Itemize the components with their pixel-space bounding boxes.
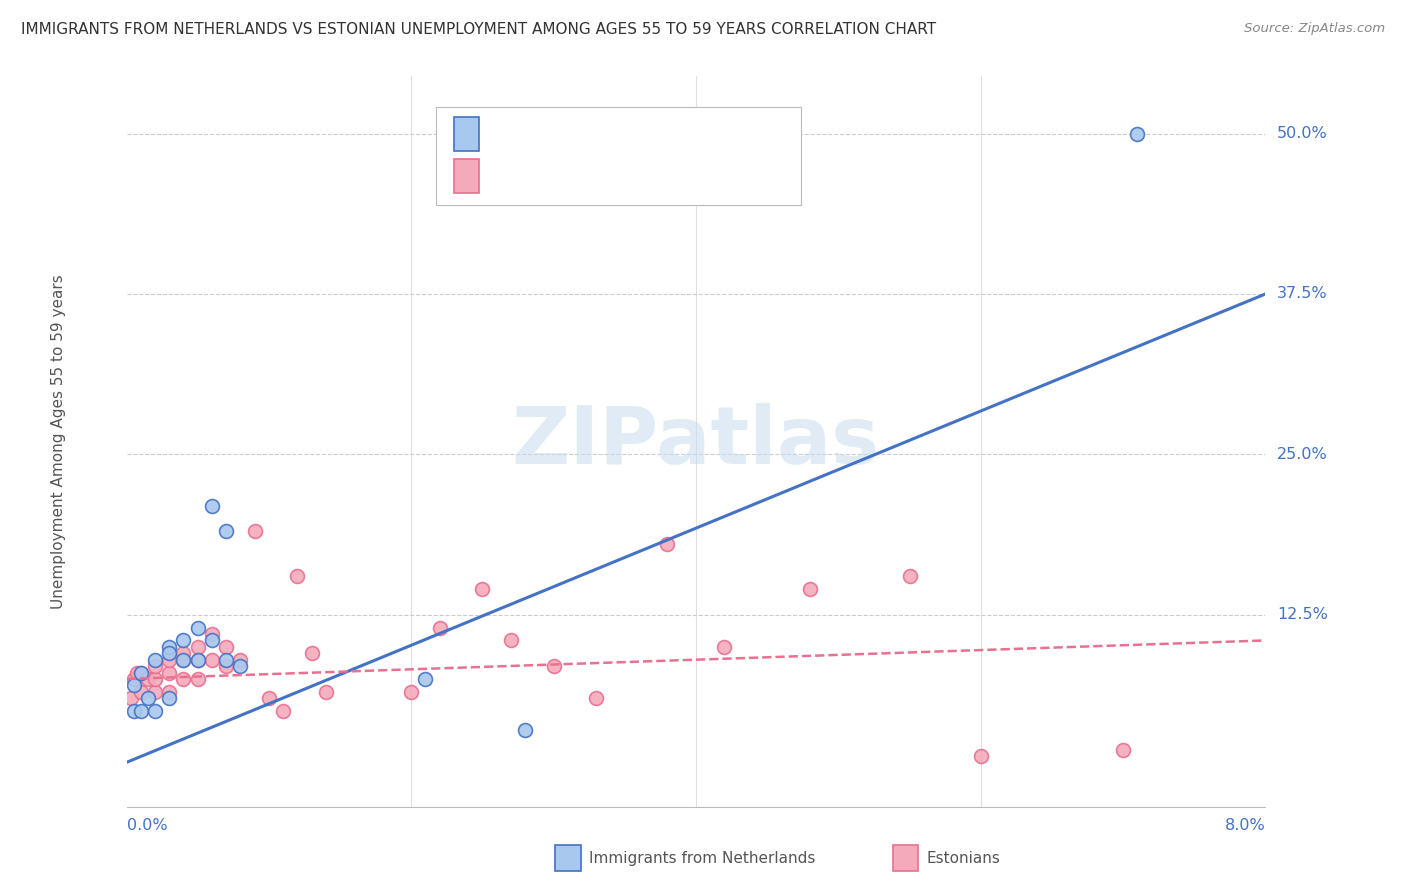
Text: Unemployment Among Ages 55 to 59 years: Unemployment Among Ages 55 to 59 years [51, 274, 66, 609]
Point [187, 640, 209, 654]
Point [543, 659, 565, 673]
Point [301, 646, 323, 660]
Point [201, 627, 224, 641]
Text: 12.5%: 12.5% [1277, 607, 1327, 623]
Point [187, 653, 209, 667]
Point [122, 672, 145, 686]
Point [129, 685, 152, 699]
Point [713, 640, 735, 654]
Point [429, 621, 451, 635]
Text: Estonians: Estonians [927, 851, 1001, 865]
Point [172, 653, 194, 667]
Point [215, 524, 238, 539]
Text: 0.0%: 0.0% [127, 818, 167, 832]
Point [257, 691, 280, 706]
Point [201, 653, 224, 667]
Text: R = 0.100: R = 0.100 [488, 167, 578, 185]
Text: IMMIGRANTS FROM NETHERLANDS VS ESTONIAN UNEMPLOYMENT AMONG AGES 55 TO 59 YEARS C: IMMIGRANTS FROM NETHERLANDS VS ESTONIAN … [21, 22, 936, 37]
Point [201, 499, 224, 513]
Point [187, 672, 209, 686]
Point [585, 691, 607, 706]
Point [143, 659, 166, 673]
Text: N = 22: N = 22 [661, 125, 723, 143]
Point [172, 653, 194, 667]
Text: 37.5%: 37.5% [1277, 286, 1327, 301]
Text: N = 41: N = 41 [661, 167, 723, 185]
Point [187, 621, 209, 635]
Point [120, 691, 142, 706]
Point [898, 569, 921, 583]
Point [157, 640, 180, 654]
Point [122, 678, 145, 692]
Point [157, 646, 180, 660]
Point [129, 665, 152, 680]
Point [143, 653, 166, 667]
Text: 25.0%: 25.0% [1277, 447, 1327, 462]
Point [287, 569, 309, 583]
Point [172, 646, 194, 660]
Point [129, 704, 152, 718]
Point [157, 685, 180, 699]
Point [122, 704, 145, 718]
Point [157, 691, 180, 706]
Text: 8.0%: 8.0% [1225, 818, 1265, 832]
Point [799, 582, 821, 596]
Text: R = 0.742: R = 0.742 [488, 125, 579, 143]
Point [499, 633, 522, 648]
Text: Source: ZipAtlas.com: Source: ZipAtlas.com [1244, 22, 1385, 36]
Point [415, 672, 437, 686]
Point [201, 633, 224, 648]
Point [1112, 742, 1135, 756]
Point [215, 640, 238, 654]
Point [172, 633, 194, 648]
Point [1126, 127, 1149, 141]
Point [215, 659, 238, 673]
Point [157, 653, 180, 667]
Text: 50.0%: 50.0% [1277, 126, 1327, 141]
Point [243, 524, 266, 539]
Point [657, 537, 679, 551]
Point [401, 685, 423, 699]
Point [129, 665, 152, 680]
Point [143, 672, 166, 686]
Point [143, 685, 166, 699]
Point [229, 653, 252, 667]
Point [143, 704, 166, 718]
Point [187, 653, 209, 667]
Text: ZIPatlas: ZIPatlas [512, 402, 880, 481]
Point [172, 672, 194, 686]
Point [515, 723, 537, 738]
Point [315, 685, 337, 699]
Point [229, 659, 252, 673]
Point [471, 582, 494, 596]
Point [125, 665, 148, 680]
Point [970, 748, 993, 763]
Point [136, 672, 159, 686]
Point [271, 704, 294, 718]
Point [215, 653, 238, 667]
Point [136, 691, 159, 706]
Text: Immigrants from Netherlands: Immigrants from Netherlands [589, 851, 815, 865]
Point [157, 665, 180, 680]
